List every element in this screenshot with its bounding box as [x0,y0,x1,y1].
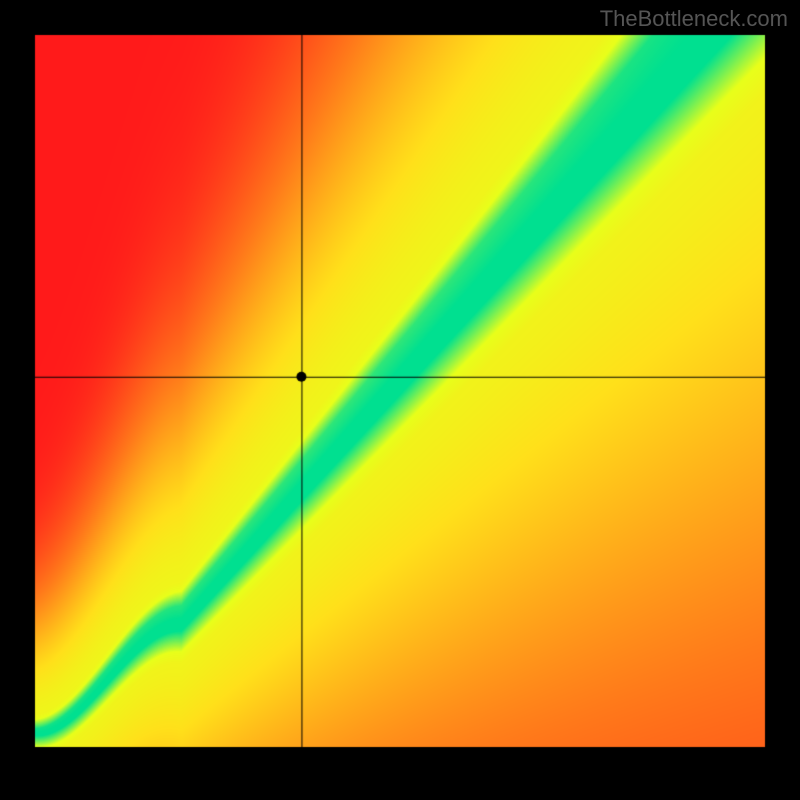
watermark-text: TheBottleneck.com [600,6,788,32]
chart-container: TheBottleneck.com [0,0,800,800]
heatmap-canvas [0,0,800,800]
